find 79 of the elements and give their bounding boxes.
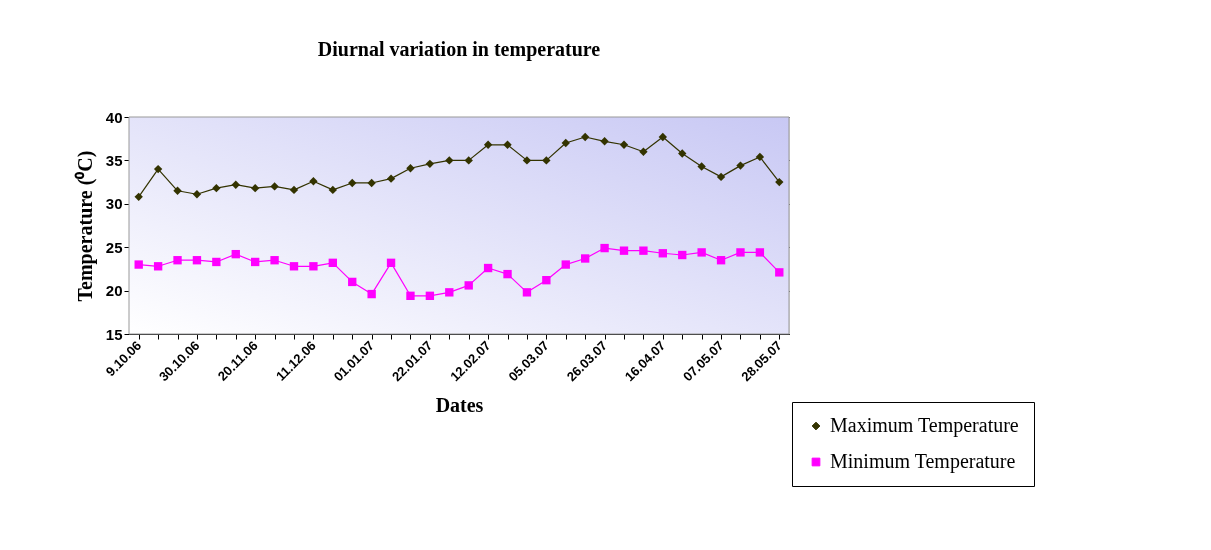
point xyxy=(173,186,182,195)
point xyxy=(445,156,454,165)
point xyxy=(542,156,551,165)
point xyxy=(212,257,221,267)
point xyxy=(542,276,551,285)
point xyxy=(483,140,493,149)
point xyxy=(464,281,473,290)
point xyxy=(678,149,687,158)
point xyxy=(716,256,726,265)
point xyxy=(134,260,143,269)
point xyxy=(503,140,512,149)
point xyxy=(367,289,376,299)
point xyxy=(678,250,687,260)
point xyxy=(658,132,668,142)
y-tick-label: 40 xyxy=(105,108,123,126)
legend-label: Minimum Temperature xyxy=(830,450,1016,473)
point xyxy=(697,248,706,257)
point xyxy=(231,180,240,189)
y-tick-label: 30 xyxy=(105,195,123,213)
point xyxy=(309,262,318,271)
point xyxy=(639,147,648,156)
point xyxy=(153,262,163,271)
point xyxy=(367,178,376,188)
point xyxy=(425,291,435,300)
point xyxy=(386,174,396,183)
point xyxy=(289,185,299,195)
y-tick-label: 20 xyxy=(105,282,123,300)
point xyxy=(386,258,396,268)
point xyxy=(755,152,765,162)
point xyxy=(775,268,784,277)
point xyxy=(580,254,590,263)
point xyxy=(716,172,726,182)
point xyxy=(153,164,163,174)
point xyxy=(289,262,299,271)
point xyxy=(406,164,415,173)
point xyxy=(736,248,745,257)
point xyxy=(775,177,784,187)
point xyxy=(483,263,493,273)
point xyxy=(231,249,240,259)
point xyxy=(250,183,260,193)
point xyxy=(445,288,454,297)
point xyxy=(658,249,668,258)
point xyxy=(134,192,143,202)
y-tick-label: 15 xyxy=(105,325,123,343)
chart-title: Diurnal variation in temperature xyxy=(317,38,601,61)
point xyxy=(309,177,318,186)
point xyxy=(212,183,221,193)
point xyxy=(425,159,435,169)
point xyxy=(250,257,260,267)
point xyxy=(600,243,609,253)
point xyxy=(755,248,765,257)
point xyxy=(522,288,532,297)
point xyxy=(561,138,570,148)
point xyxy=(503,269,512,279)
x-axis-title: Dates xyxy=(435,394,484,417)
point xyxy=(270,256,279,265)
point xyxy=(522,156,532,165)
point xyxy=(580,132,590,142)
point xyxy=(192,190,202,199)
y-tick-label: 25 xyxy=(105,238,123,256)
point xyxy=(736,161,745,170)
point xyxy=(328,258,338,268)
point xyxy=(328,185,338,195)
point xyxy=(270,182,279,191)
point xyxy=(348,277,357,287)
point xyxy=(619,140,629,149)
point xyxy=(173,256,182,265)
legend-label: Maximum Temperature xyxy=(830,414,1019,437)
point xyxy=(464,156,473,165)
y-tick-label: 35 xyxy=(105,151,123,169)
point xyxy=(697,162,706,171)
point xyxy=(600,137,609,146)
point xyxy=(192,256,202,265)
y-axis-title: Temperature (⁰C) xyxy=(73,150,97,302)
point xyxy=(639,246,648,255)
point xyxy=(619,246,629,255)
point xyxy=(348,178,357,188)
point xyxy=(561,260,570,269)
point xyxy=(406,291,415,300)
